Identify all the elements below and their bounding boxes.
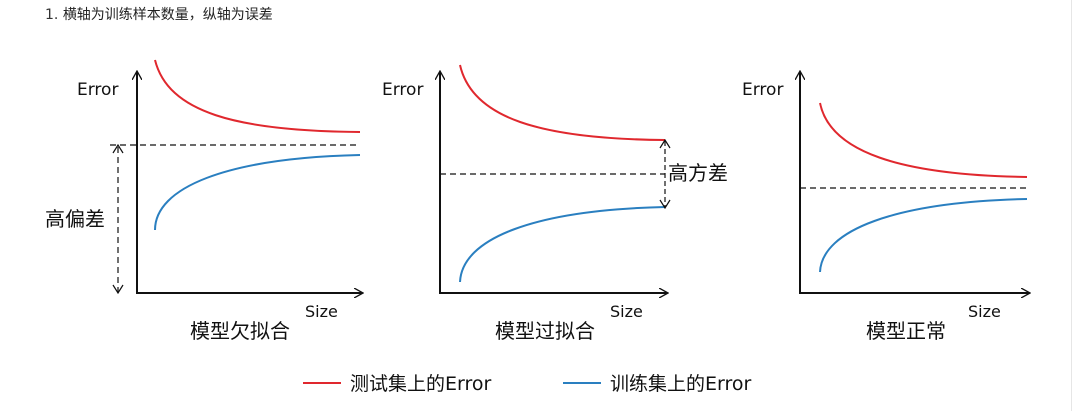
panel-underfit: Error Size 高偏差 模型欠拟合 — [45, 59, 362, 343]
train-error-curve — [459, 206, 666, 283]
y-axis-label: Error — [77, 80, 118, 100]
y-axis-label: Error — [742, 80, 783, 100]
high-variance-label: 高方差 — [668, 161, 728, 185]
x-axis-label: Size — [610, 302, 643, 321]
panel-title: 模型欠拟合 — [190, 319, 290, 343]
test-error-curve — [459, 64, 666, 141]
test-error-curve — [819, 102, 1028, 178]
x-axis-label: Size — [968, 302, 1001, 321]
page-border — [1071, 0, 1072, 411]
test-error-curve — [154, 59, 361, 133]
high-bias-label: 高偏差 — [45, 207, 105, 231]
panel-title: 模型正常 — [866, 319, 946, 343]
train-error-curve — [154, 154, 361, 231]
y-axis-label: Error — [382, 80, 423, 100]
legend-label-test: 测试集上的Error — [350, 373, 492, 395]
panel-normal: Error Size 模型正常 — [742, 72, 1029, 343]
legend: 测试集上的Error 训练集上的Error — [303, 373, 752, 395]
train-error-curve — [819, 198, 1028, 273]
heading-text: 横轴为训练样本数量，纵轴为误差 — [62, 7, 273, 23]
x-axis-label: Size — [305, 302, 338, 321]
panel-overfit: Error Size 高方差 模型过拟合 — [382, 64, 728, 343]
panel-title: 模型过拟合 — [495, 319, 595, 343]
heading-number: 1. — [45, 7, 59, 23]
heading: 1. 横轴为训练样本数量，纵轴为误差 — [45, 4, 273, 24]
legend-label-train: 训练集上的Error — [610, 373, 752, 395]
